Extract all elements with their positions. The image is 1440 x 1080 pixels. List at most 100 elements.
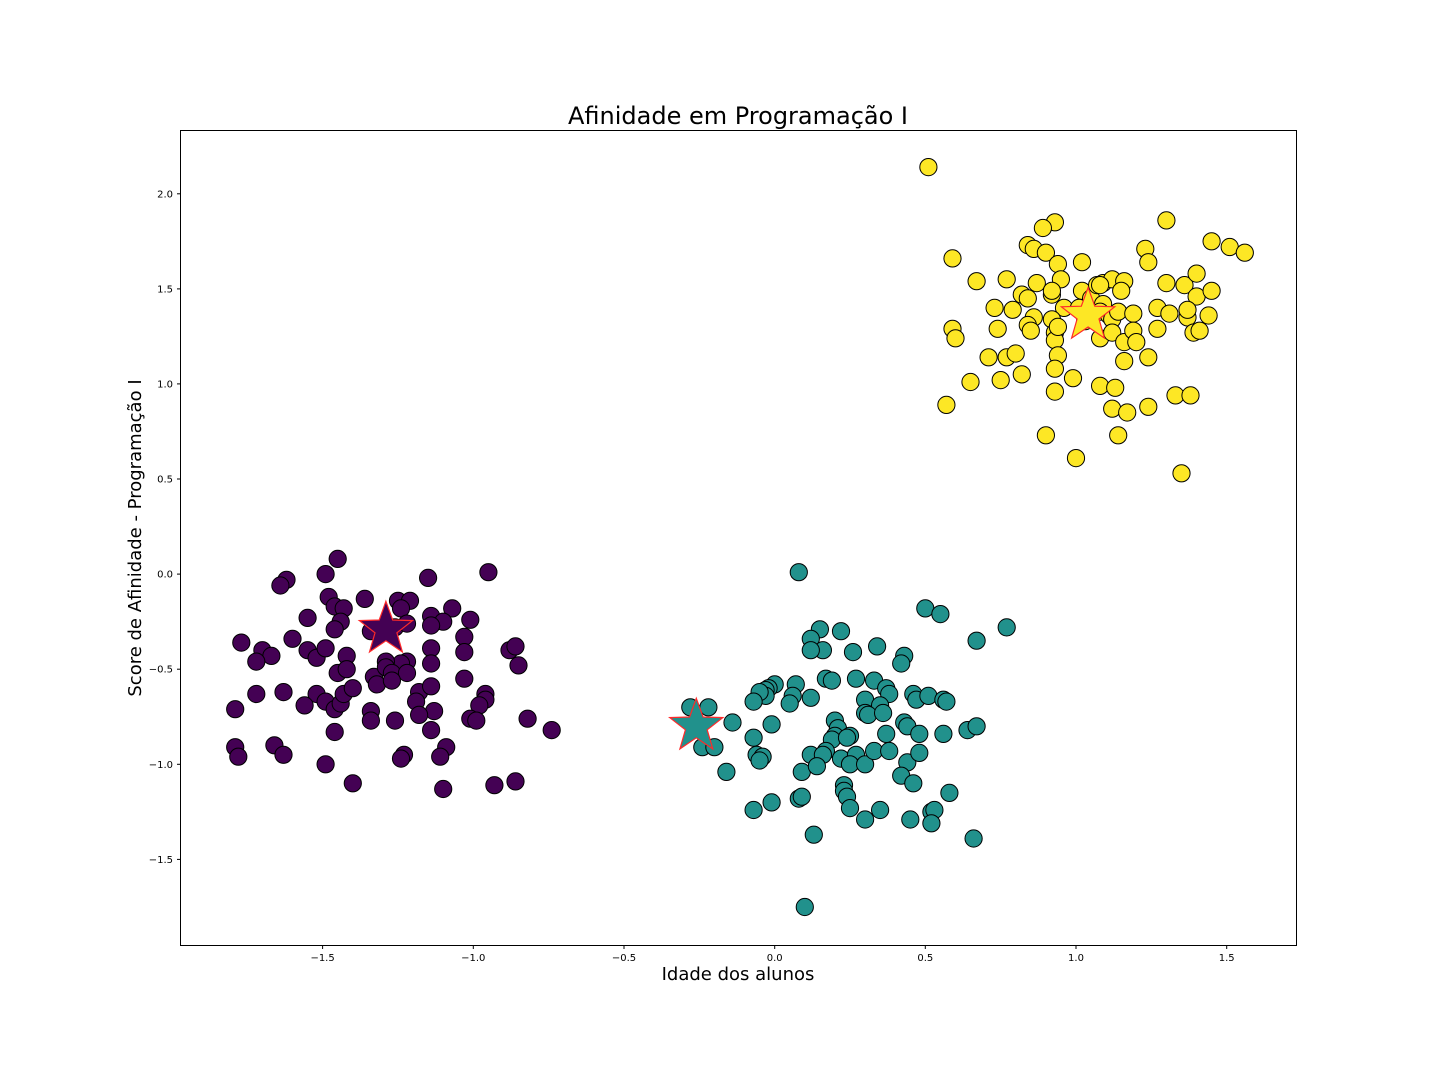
cluster-2-point — [946, 329, 965, 348]
cluster-2-point — [919, 158, 938, 177]
y-tick-label: −0.5 — [149, 665, 173, 676]
cluster-1-point — [762, 715, 781, 734]
cluster-0-point — [455, 627, 474, 647]
cluster-1-point — [910, 743, 929, 763]
x-tick-label: 0.0 — [767, 953, 783, 964]
cluster-2-point — [1175, 276, 1194, 295]
cluster-0-point — [506, 772, 525, 791]
cluster-0-point — [226, 700, 245, 719]
cluster-1-point — [967, 631, 986, 650]
cluster-1-point — [804, 825, 823, 844]
x-tick-label: 1.0 — [1068, 953, 1084, 964]
cluster-2-point — [1235, 243, 1254, 262]
y-tick-label: −1.5 — [149, 855, 173, 866]
cluster-0-point — [422, 639, 441, 658]
cluster-2-point — [1127, 333, 1146, 352]
cluster-2-point — [1157, 274, 1176, 293]
cluster-0-point — [367, 675, 386, 694]
cluster-2-point — [1033, 218, 1053, 238]
cluster-0-point — [295, 696, 314, 715]
cluster-0-point — [343, 679, 362, 698]
cluster-1-point — [934, 724, 953, 744]
cluster-0-point — [422, 616, 441, 635]
cluster-0-point — [343, 774, 362, 793]
cluster-0-point — [385, 711, 405, 730]
cluster-1-point — [837, 728, 857, 747]
x-tick-label: 1.5 — [1219, 953, 1235, 964]
cluster-1-point — [937, 692, 956, 711]
cluster-0-point — [274, 745, 293, 764]
cluster-0-point — [361, 711, 380, 730]
cluster-2-point — [1072, 253, 1092, 272]
cluster-0-point — [316, 565, 335, 584]
cluster-0-point — [518, 709, 537, 728]
cluster-2-point — [1157, 211, 1176, 230]
cluster-2-point — [1178, 300, 1197, 319]
cluster-0-point — [422, 654, 441, 673]
cluster-0-point — [229, 747, 248, 766]
cluster-2-point — [1103, 399, 1122, 418]
cluster-2-point — [1139, 253, 1158, 272]
cluster-0-point — [425, 702, 444, 721]
cluster-2-point — [1048, 317, 1068, 336]
cluster-2-point — [1109, 302, 1128, 321]
cluster-2-centroid-star — [1059, 285, 1117, 340]
cluster-2-point — [985, 298, 1004, 317]
cluster-1-point — [723, 713, 742, 732]
cluster-0-point — [283, 629, 302, 648]
cluster-1-point — [744, 692, 763, 711]
cluster-2-point — [1066, 449, 1086, 468]
cluster-2-point — [1048, 255, 1068, 274]
cluster-2-point — [1091, 376, 1110, 395]
cluster-2-point — [1012, 365, 1031, 384]
cluster-1-point — [877, 724, 896, 744]
cluster-1-point — [744, 800, 763, 820]
cluster-2-point — [1112, 281, 1131, 300]
cluster-0-point — [431, 747, 450, 766]
cluster-0-point — [355, 589, 374, 609]
cluster-2-point — [1181, 386, 1200, 405]
cluster-1-point — [801, 641, 820, 660]
y-tick-label: 0.0 — [157, 570, 173, 581]
cluster-2-point — [943, 249, 962, 268]
cluster-0-point — [247, 652, 266, 671]
cluster-1-point — [931, 605, 950, 624]
cluster-2-point — [1199, 306, 1218, 325]
cluster-2-point — [991, 371, 1010, 390]
cluster-0-point — [271, 576, 290, 595]
cluster-0-point — [325, 722, 344, 742]
y-tick-label: 2.0 — [157, 189, 173, 200]
cluster-2-point — [1187, 264, 1206, 283]
cluster-0-point — [316, 755, 335, 774]
cluster-1-point — [880, 741, 899, 761]
cluster-0-point — [391, 749, 411, 768]
cluster-2-point — [1190, 321, 1209, 340]
cluster-2-point — [1148, 319, 1167, 338]
cluster-2-point — [1139, 348, 1158, 367]
cluster-2-point — [1006, 344, 1025, 363]
cluster-0-point — [325, 620, 344, 639]
cluster-2-point — [1139, 397, 1158, 416]
points-layer — [226, 158, 1254, 917]
cluster-1-point — [762, 793, 781, 812]
centroid-layer — [357, 285, 1117, 751]
y-tick-label: 1.5 — [157, 284, 173, 295]
cluster-1-point — [780, 694, 799, 713]
cluster-2-point — [1042, 281, 1062, 300]
cluster-0-point — [232, 633, 251, 652]
cluster-2-point — [937, 395, 956, 414]
y-axis-label: Score de Afinidade - Programação I — [125, 379, 146, 696]
cluster-0-point — [419, 568, 438, 588]
cluster-1-point — [717, 762, 736, 782]
cluster-0-point — [485, 776, 504, 795]
cluster-0-point — [542, 721, 561, 740]
cluster-2-point — [1124, 304, 1143, 323]
cluster-2-point — [1018, 289, 1037, 308]
y-axis-ticks: −1.5 −1.0 −0.5 0.0 0.5 1.0 1.5 2.0 — [149, 189, 181, 866]
cluster-2-point — [1027, 274, 1046, 293]
cluster-2-point — [1115, 352, 1134, 371]
cluster-2-point — [1036, 243, 1056, 262]
cluster-1-point — [919, 686, 938, 706]
cluster-1-point — [789, 563, 808, 582]
